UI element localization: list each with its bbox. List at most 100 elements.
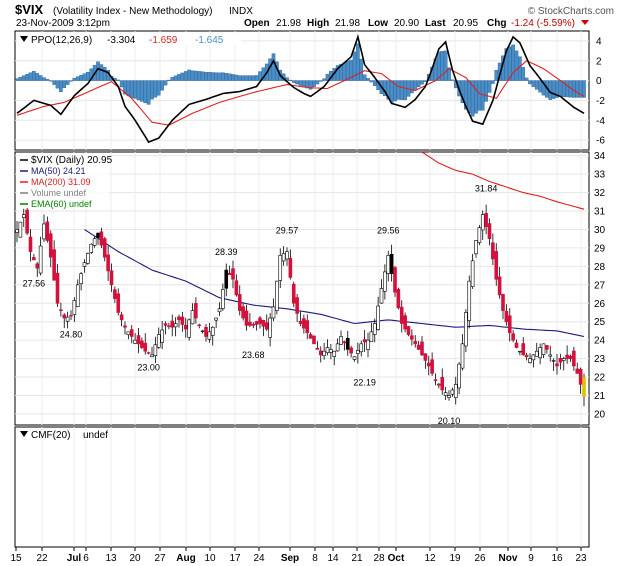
price-y-tick: 27 (594, 280, 606, 291)
ppo-histogram-bar (126, 80, 131, 97)
ppo-histogram-bar (312, 80, 316, 87)
candle-body (538, 347, 542, 359)
candle-body (504, 310, 509, 323)
ppo-histogram-bar (102, 67, 107, 81)
ppo-histogram-bar (167, 79, 171, 81)
ppo-histogram-bar (163, 80, 168, 86)
candle-body (102, 238, 107, 258)
price-y-tick: 20 (594, 409, 606, 420)
ppo-y-tick: 2 (596, 56, 602, 67)
price-annotation: 20.10 (438, 416, 461, 426)
ppo-histogram-bar (420, 80, 424, 85)
ppo-histogram-bar (136, 80, 141, 101)
ppo-histogram-bar (534, 80, 539, 90)
price-legend-bg (17, 154, 109, 208)
candle-body (433, 379, 438, 382)
price-annotation: 31.84 (475, 184, 498, 194)
candle-body (150, 354, 154, 358)
candle-body (383, 271, 387, 292)
candle-body (302, 318, 306, 329)
candle-body (109, 270, 114, 286)
ppo-histogram-bar (241, 75, 245, 81)
ppo-histogram-bar (372, 80, 377, 86)
candle-body (507, 315, 512, 334)
ppo-histogram-bar (237, 75, 242, 81)
ppo-histogram-bar (42, 77, 46, 81)
x-axis: 15 22 Jul 6 13 20 27 Aug 10 17 24 Sep 8 14 21 28 Oct 12 19… (10, 547, 587, 564)
ppo-histogram-bar (217, 72, 222, 81)
last-value: 20.95 (453, 18, 478, 29)
ppo-histogram-bar (180, 72, 185, 81)
candle-body (146, 352, 151, 354)
ppo-histogram-bar (227, 73, 232, 81)
candle-body (116, 293, 121, 313)
symbol-name: (Volatility Index - New Methodology) (53, 6, 213, 17)
ppo-histogram-bar (494, 69, 499, 81)
ppo-histogram-bar (248, 75, 252, 81)
price-y-tick: 21 (594, 391, 606, 402)
candle-body (437, 383, 441, 386)
candle-body (65, 316, 70, 322)
candle-body (140, 340, 144, 348)
ppo-histogram-bar (146, 80, 151, 105)
candle-body (237, 294, 242, 311)
ppo-histogram-bar (491, 80, 495, 84)
candle-body (275, 280, 279, 311)
price-annotation: 29.57 (276, 225, 299, 235)
candle-body (575, 368, 580, 374)
candle-body (464, 312, 468, 347)
candle-body (18, 221, 23, 238)
ppo-histogram-bar (531, 80, 536, 87)
candle-body (177, 316, 181, 321)
x-tick-label: 26 (474, 553, 486, 564)
candle-body (501, 294, 505, 311)
candle-body (244, 310, 249, 326)
ppo-legend-icon (20, 36, 28, 42)
ppo-histogram-bar (156, 80, 161, 96)
ppo-histogram-bar (538, 80, 542, 93)
ppo-histogram-bar (359, 58, 364, 81)
ppo-line (16, 34, 585, 144)
candle-body (89, 243, 94, 253)
ppo-histogram-bar (86, 71, 90, 81)
candle-body (126, 331, 131, 336)
candle-body (423, 353, 428, 361)
candle-body (15, 229, 19, 233)
price-legend-item: $VIX (Daily) 20.95 (31, 155, 113, 166)
candle-body (582, 377, 586, 397)
candle-body (248, 321, 252, 326)
candle-body (426, 362, 431, 367)
x-tick-label: 27 (154, 553, 166, 564)
candle-body (322, 350, 326, 356)
candle-body (376, 305, 380, 330)
ma200-line (421, 151, 585, 210)
candle-body (214, 317, 218, 321)
candle-body (430, 359, 434, 374)
candle-body (352, 356, 357, 360)
ppo-histogram-bar (518, 56, 522, 81)
price-annotation: 24.80 (60, 329, 83, 339)
candlesticks (15, 204, 586, 407)
candle-body (484, 213, 488, 228)
ppo-histogram-bar (197, 71, 202, 81)
ppo-y-axis: 4 2 0 -2 -4 -6 (596, 36, 605, 146)
ppo-histogram-bar (21, 75, 26, 81)
ppo-histogram-bar (403, 80, 407, 101)
cmf-legend-label: CMF(20) (31, 430, 70, 441)
candle-body (99, 231, 104, 246)
ppo-histogram-bar (410, 80, 414, 94)
x-tick-label: Nov (499, 553, 518, 564)
candle-body (21, 214, 26, 218)
candle-body (69, 315, 73, 317)
candle-body (366, 339, 370, 351)
candle-body (227, 272, 232, 275)
candle-body (399, 306, 404, 324)
price-y-tick: 30 (594, 225, 606, 236)
candle-body (440, 376, 445, 391)
candle-body (460, 343, 465, 369)
candle-body (332, 350, 337, 357)
candle-body (420, 341, 424, 356)
ppo-histogram-bar (52, 80, 56, 85)
price-panel: 27.56 24.80 23.00 28.39 23.68 29.57 22.19 29.56… (14, 151, 606, 426)
candle-body (45, 221, 50, 241)
